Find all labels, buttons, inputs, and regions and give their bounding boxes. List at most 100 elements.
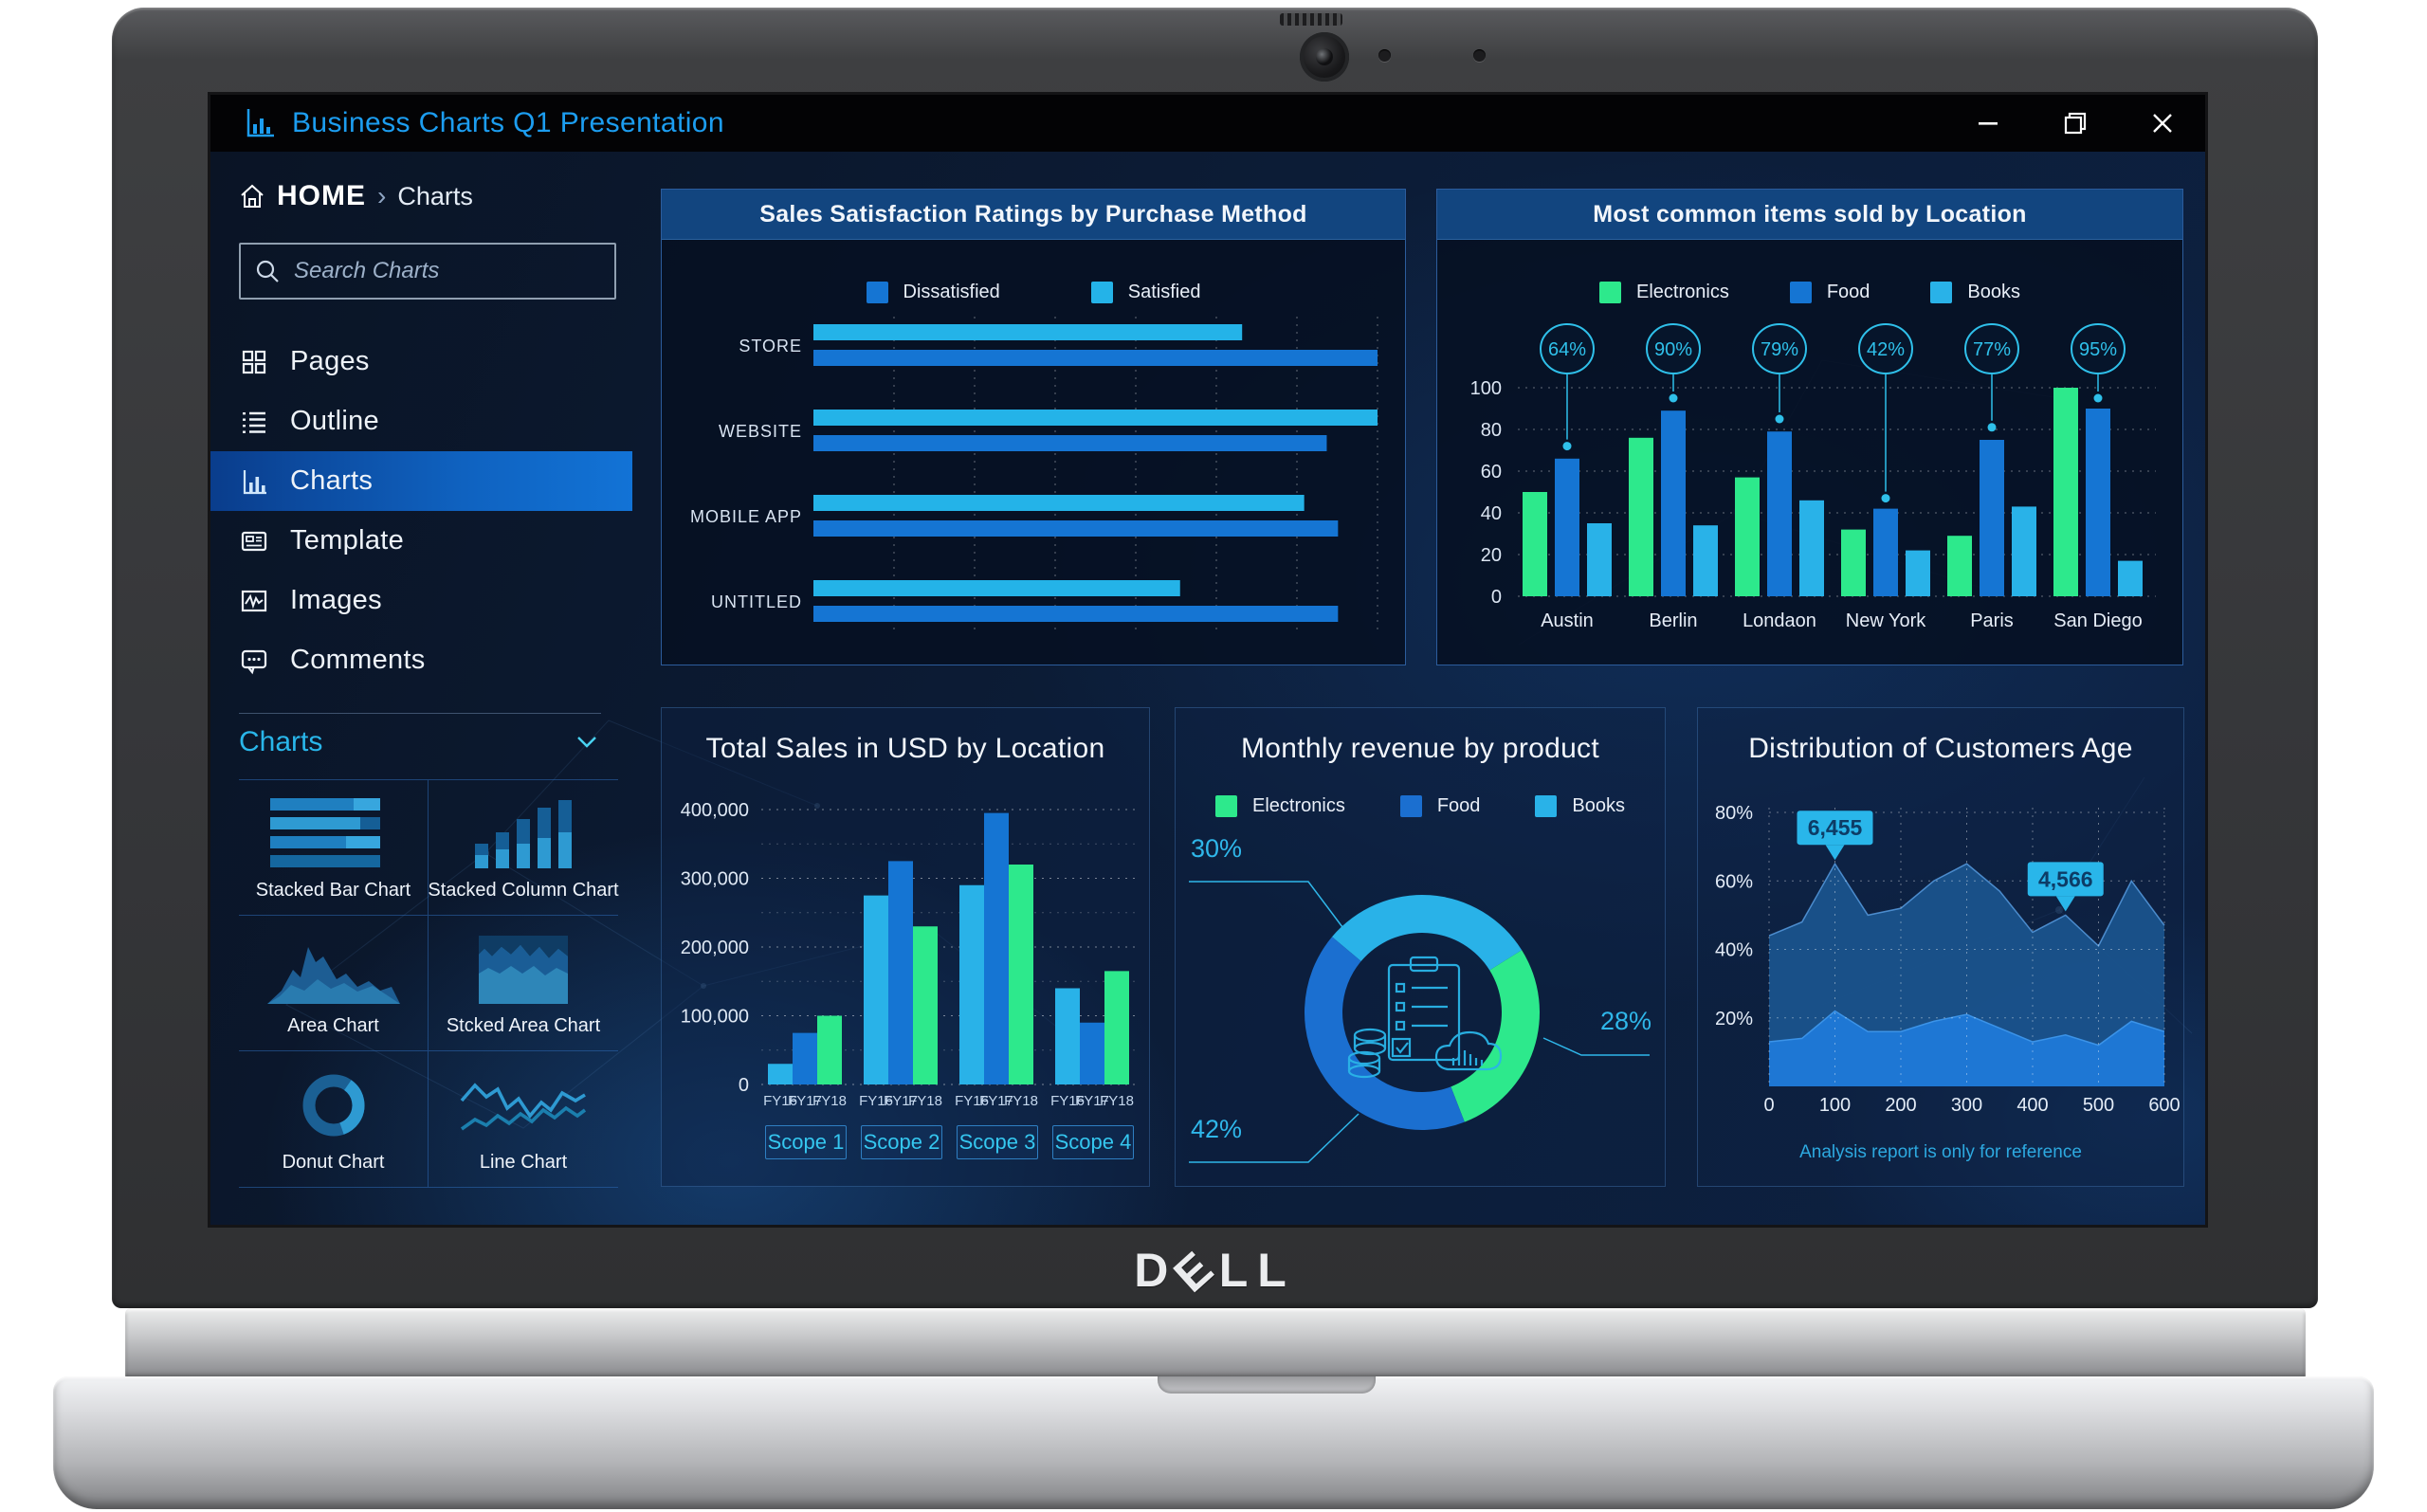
template-icon [241,531,267,551]
svg-text:San Diego: San Diego [2053,610,2142,631]
svg-text:40%: 40% [1715,940,1753,961]
legend-swatch [1215,795,1237,817]
legend-item: Satisfied [1090,282,1200,303]
svg-text:FY18: FY18 [1004,1093,1038,1109]
thumbnail-stacked-column-chart[interactable]: Stacked Column Chart [428,780,619,916]
grid-icon [242,350,266,373]
scope-1-button[interactable]: Scope 1 [765,1125,847,1159]
sidebar-item-label: Template [290,525,405,556]
bar [1799,500,1824,596]
image-icon [241,590,267,611]
thumbnail-line-chart[interactable]: Line Chart [429,1051,618,1187]
thumbnail-area-chart[interactable]: Area Chart [239,916,429,1051]
collapse-section-button[interactable] [573,733,601,752]
app-logo-bar-chart-icon [246,109,274,137]
svg-text:0: 0 [1491,587,1502,608]
chevron-down-icon [577,737,596,748]
svg-text:20: 20 [1481,545,1502,566]
bar [813,324,1243,340]
webcam-lens-icon [1300,32,1349,82]
bar [2053,388,2078,596]
svg-text:FY18: FY18 [812,1093,847,1109]
svg-text:40: 40 [1481,503,1502,524]
svg-text:New York: New York [1846,610,1926,631]
stacked-bar-thumb-icon [269,798,380,867]
sidebar-item-outline[interactable]: Outline [210,392,632,451]
svg-text:100: 100 [1470,378,1502,399]
legend: Electronics Food Books [1176,795,1665,817]
area-thumb-icon [266,947,400,1004]
area [1769,864,2164,1086]
svg-text:FY18: FY18 [1100,1093,1134,1109]
svg-text:0: 0 [1763,1095,1774,1116]
badge [1540,323,1595,374]
legend-label: Food [1826,282,1870,302]
scope-4-button[interactable]: Scope 4 [1052,1125,1134,1159]
thumbnail-label: Donut Chart [282,1152,385,1173]
sidebar-item-comments[interactable]: Comments [210,630,632,690]
report-clipboard-cloud-icon [1347,956,1503,1079]
sidebar-item-pages[interactable]: Pages [210,332,632,392]
home-icon [241,184,264,208]
charts-section-header: Charts [239,726,601,758]
scope-2-button[interactable]: Scope 2 [861,1125,942,1159]
laptop-hinge [125,1308,2306,1378]
restore-button[interactable] [2061,109,2089,137]
laptop-base [53,1376,2374,1509]
bar [1767,431,1792,596]
bar [2012,506,2036,596]
breadcrumb-home[interactable]: HOME [277,180,366,211]
svg-text:100,000: 100,000 [681,1007,749,1028]
svg-text:STORE: STORE [739,337,802,355]
svg-text:MOBILE APP: MOBILE APP [690,507,802,526]
thumbnail-label: Line Chart [479,1152,568,1173]
breadcrumb-current[interactable]: Charts [397,181,473,210]
svg-text:FY16: FY16 [763,1093,797,1109]
chart-title: Sales Satisfaction Ratings by Purchase M… [759,200,1307,228]
bar [888,861,913,1084]
svg-text:Paris: Paris [1970,610,2014,631]
thumbnail-donut-chart[interactable]: Donut Chart [239,1051,429,1187]
badge [2071,323,2126,374]
svg-text:0: 0 [739,1075,749,1096]
bar [2118,560,2143,596]
breadcrumb-separator: › [377,181,387,210]
sidebar: HOME › Charts [210,152,632,1225]
bar [813,410,1378,426]
search-input[interactable] [292,257,614,285]
thumbnail-stacked-area-chart[interactable]: Stcked Area Chart [429,916,618,1051]
sidebar-item-template[interactable]: Template [210,511,632,571]
bar [1104,971,1129,1084]
svg-text:300: 300 [1951,1095,1982,1116]
mic-dot-icon [1473,49,1486,62]
svg-text:42%: 42% [1191,1115,1242,1143]
svg-text:400: 400 [2016,1095,2048,1116]
thumbnail-label: Stcked Area Chart [446,1015,601,1036]
bar [1009,865,1033,1084]
minimize-button[interactable] [1974,109,2002,137]
sidebar-item-charts[interactable]: Charts [210,451,632,511]
thumbnail-stacked-bar-chart[interactable]: Stacked Bar Chart [239,780,429,916]
bar [1693,525,1718,596]
close-button[interactable] [2148,109,2177,137]
svg-text:FY16: FY16 [1050,1093,1085,1109]
svg-text:28%: 28% [1600,1007,1651,1035]
items-by-location-chart: 0 20 40 60 80 100 64% Austin 90% Berlin 79% Londaon… [1470,323,2156,631]
scope-3-button[interactable]: Scope 3 [957,1125,1038,1159]
legend-item: Electronics [1599,282,1729,303]
svg-text:6,455: 6,455 [1808,815,1863,840]
bar [793,1032,817,1084]
sidebar-item-images[interactable]: Images [210,571,632,630]
app-title: Business Charts Q1 Presentation [292,107,724,138]
bar [1080,1022,1104,1084]
svg-text:200,000: 200,000 [681,938,749,958]
thumbnail-label: Stacked Bar Chart [255,880,411,901]
svg-text:200: 200 [1885,1095,1916,1116]
laptop-screen: Business Charts Q1 Presentation [210,95,2205,1225]
legend-item: Food [1399,795,1480,817]
svg-text:300,000: 300,000 [681,869,749,890]
svg-text:60: 60 [1481,462,1502,483]
bar [813,350,1378,366]
donut-thumb-icon [302,1074,364,1137]
